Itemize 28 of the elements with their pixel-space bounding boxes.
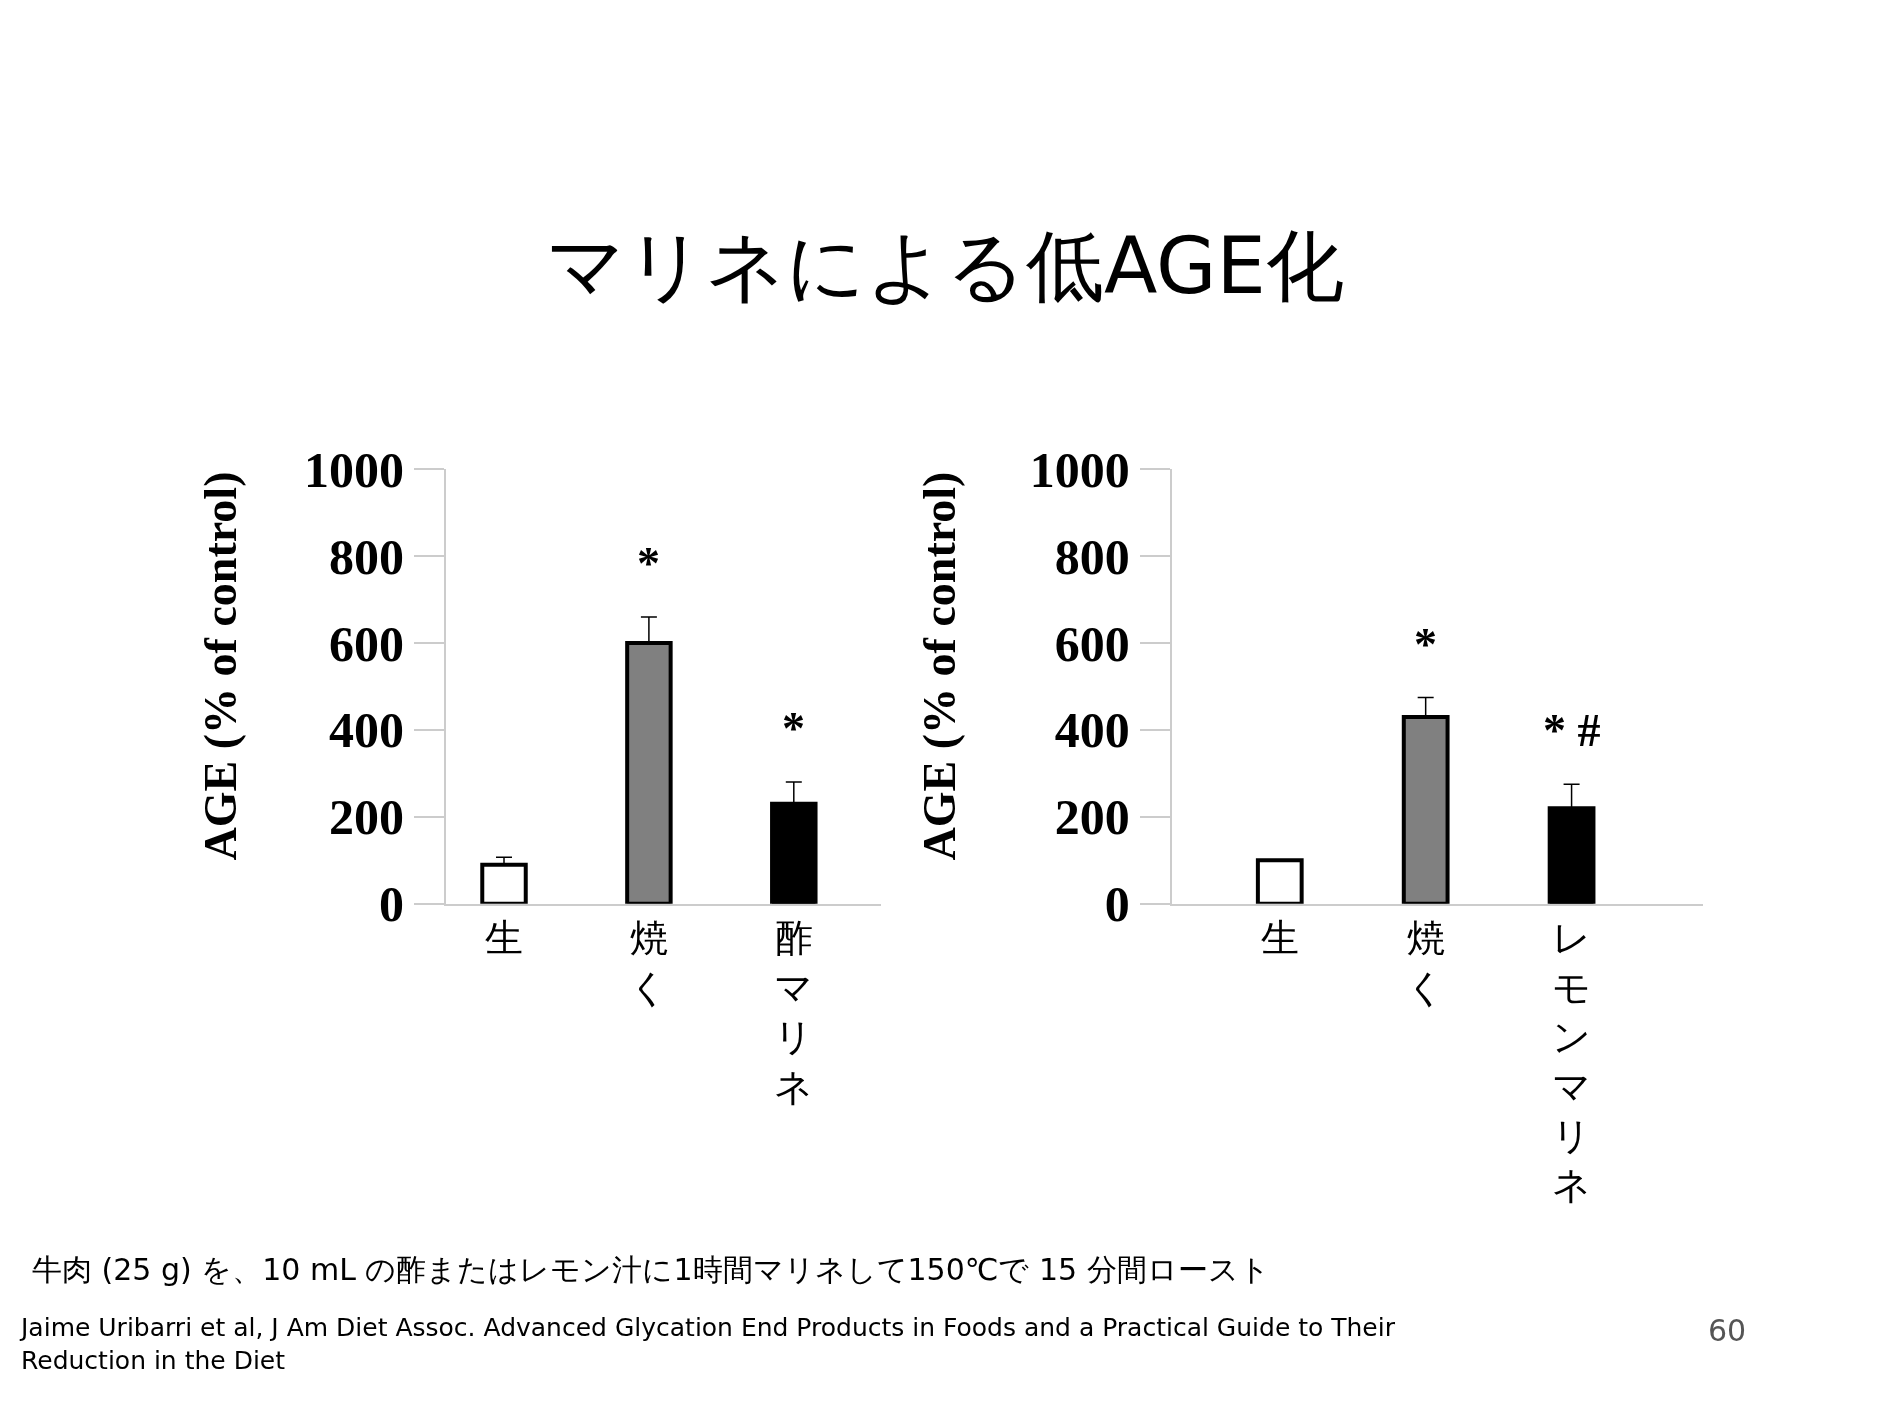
y-tick-label: 800 [1054,528,1130,585]
y-tick-label: 1000 [1029,441,1130,498]
y-axis-title: AGE (% of control) [195,471,247,861]
x-tick-label: レモンマリネ [1552,916,1592,1208]
x-tick-label: 生 [485,916,523,961]
x-tick-label: 酢マリネ [774,916,814,1109]
annotation: * [637,538,660,589]
y-tick-label: 0 [1104,876,1130,933]
y-tick-label: 0 [379,876,405,933]
y-tick-label: 600 [329,615,405,672]
annotation: * [782,703,805,754]
y-tick-label: 1000 [304,441,405,498]
y-tick-label: 400 [1054,702,1130,759]
x-tick-label: 生 [1260,916,1299,961]
annotation: * # [1543,705,1601,756]
text: 牛肉 (25 g) を、10 mL の酢またはレモン汁に1時間マリネして150℃で 15 分間ロースト [32,1252,1270,1287]
annotation: * [1414,619,1437,670]
y-tick-label: 800 [329,528,405,585]
x-tick-label: 焼く [1406,916,1446,1010]
y-axis-title: AGE (% of control) [914,471,966,861]
x-tick-label: 焼く [629,916,669,1010]
chart-title: マリネによる低AGE化 [546,221,1344,311]
y-tick-label: 200 [329,789,405,846]
text: Jaime Uribarri et al, J Am Diet Assoc. Advanced Glycation End Products in Foods and a Practical Guide to Their Reduction in the Diet [19,1313,1396,1375]
y-tick-label: 400 [329,702,405,759]
y-tick-label: 200 [1054,789,1130,846]
text: 60 [1708,1313,1747,1348]
y-tick-label: 600 [1054,615,1130,672]
